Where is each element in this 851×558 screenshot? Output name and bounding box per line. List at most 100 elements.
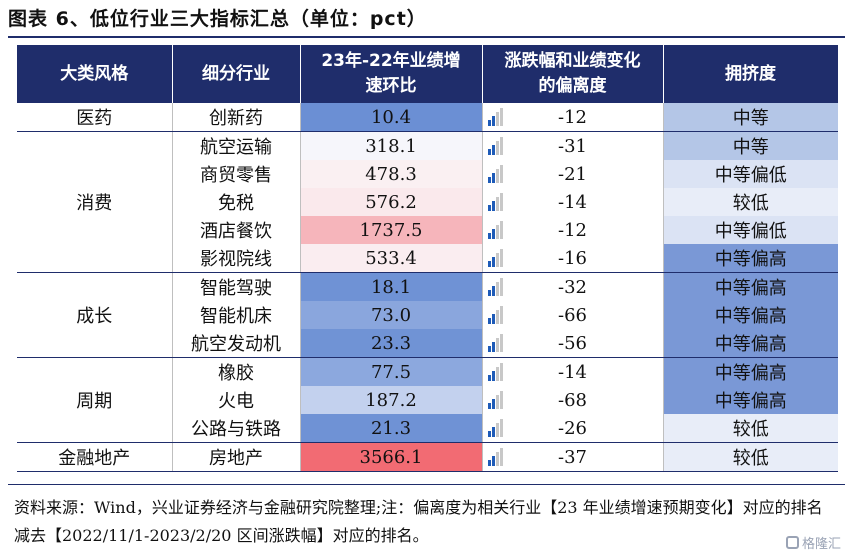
crowding-cell: 中等偏低 <box>663 160 838 188</box>
signal-bars-icon <box>485 137 507 155</box>
signal-bars-icon <box>485 363 507 381</box>
growth-cell: 18.1 <box>300 272 483 301</box>
table-row: 免税 576.2 -14 较低 <box>17 188 838 216</box>
crowding-cell: 中等偏高 <box>663 272 838 301</box>
title-rule <box>8 36 845 38</box>
crowding-cell: 中等偏高 <box>663 244 838 273</box>
watermark: 格隆汇 <box>785 533 841 552</box>
header-crowding: 拥挤度 <box>663 45 839 103</box>
signal-bars-icon <box>485 419 507 437</box>
growth-cell: 533.4 <box>300 244 483 273</box>
industry-cell: 酒店餐饮 <box>172 216 301 244</box>
industry-cell: 免税 <box>172 188 301 216</box>
table-body: 医药 创新药 10.4 -12 中等 消费 航空运输 318.1 -31 中等 商贸零售 478.3-… <box>17 103 838 472</box>
industry-cell: 影视院线 <box>172 244 301 273</box>
crowding-cell: 中等偏低 <box>663 216 838 244</box>
crowding-cell: 中等偏高 <box>663 386 838 414</box>
deviation-cell: -68 <box>482 386 664 414</box>
deviation-cell: -21 <box>482 160 664 188</box>
deviation-value: -37 <box>558 446 587 468</box>
growth-cell: 10.4 <box>300 103 483 132</box>
growth-cell: 3566.1 <box>300 442 483 472</box>
growth-cell: 478.3 <box>300 160 483 188</box>
deviation-cell: -16 <box>482 244 664 273</box>
deviation-cell: -12 <box>482 103 664 132</box>
deviation-cell: -66 <box>482 301 664 329</box>
signal-bars-icon <box>485 165 507 183</box>
deviation-value: -32 <box>558 276 587 298</box>
crowding-cell: 中等偏高 <box>663 357 838 386</box>
header-industry: 细分行业 <box>172 45 301 103</box>
category-cell: 周期 <box>17 357 173 443</box>
category-cell: 消费 <box>17 131 173 273</box>
deviation-value: -16 <box>558 247 587 269</box>
industry-cell: 航空发动机 <box>172 329 301 358</box>
industry-cell: 橡胶 <box>172 357 301 386</box>
watermark-text: 格隆汇 <box>801 537 841 552</box>
industry-cell: 智能机床 <box>172 301 301 329</box>
table-row: 金融地产 房地产 3566.1 -37 较低 <box>17 442 838 472</box>
category-cell: 医药 <box>17 103 173 132</box>
deviation-value: -68 <box>558 389 587 411</box>
industry-cell: 火电 <box>172 386 301 414</box>
header-growth: 23年-22年业绩增速环比 <box>300 45 483 103</box>
deviation-value: -12 <box>558 106 587 128</box>
crowding-cell: 较低 <box>663 188 838 216</box>
signal-bars-icon <box>485 249 507 267</box>
industry-cell: 商贸零售 <box>172 160 301 188</box>
signal-bars-icon <box>485 448 507 466</box>
crowding-cell: 中等偏高 <box>663 301 838 329</box>
header-deviation: 涨跌幅和业绩变化的偏离度 <box>482 45 664 103</box>
crowding-cell: 中等偏高 <box>663 329 838 358</box>
table-row: 周期 橡胶 77.5 -14 中等偏高 <box>17 357 838 443</box>
table-row: 成长 智能驾驶 18.1 -32 中等偏高 <box>17 272 838 358</box>
category-cell: 成长 <box>17 272 173 358</box>
crowding-cell: 中等 <box>663 103 838 132</box>
deviation-cell: -14 <box>482 188 664 216</box>
signal-bars-icon <box>485 193 507 211</box>
growth-cell: 23.3 <box>300 329 483 358</box>
deviation-value: -14 <box>558 361 587 383</box>
table-row: 医药 创新药 10.4 -12 中等 <box>17 103 838 132</box>
signal-bars-icon <box>485 306 507 324</box>
growth-cell: 77.5 <box>300 357 483 386</box>
growth-cell: 576.2 <box>300 188 483 216</box>
industry-cell: 智能驾驶 <box>172 272 301 301</box>
growth-cell: 187.2 <box>300 386 483 414</box>
signal-bars-icon <box>485 221 507 239</box>
growth-cell: 318.1 <box>300 131 483 160</box>
deviation-value: -12 <box>558 219 587 241</box>
deviation-value: -21 <box>558 163 587 185</box>
deviation-cell: -14 <box>482 357 664 386</box>
figure-title: 图表 6、低位行业三大指标汇总（单位：pct） <box>8 8 427 30</box>
deviation-cell: -26 <box>482 414 664 443</box>
signal-bars-icon <box>485 391 507 409</box>
deviation-cell: -12 <box>482 216 664 244</box>
growth-cell: 21.3 <box>300 414 483 443</box>
table-row: 公路与铁路 21.3 -26 较低 <box>17 414 838 443</box>
signal-bars-icon <box>485 108 507 126</box>
bottom-rule <box>8 484 845 485</box>
deviation-value: -31 <box>558 135 587 157</box>
deviation-cell: -31 <box>482 131 664 160</box>
deviation-value: -56 <box>558 332 587 354</box>
deviation-cell: -56 <box>482 329 664 358</box>
table-row: 消费 航空运输 318.1 -31 中等 <box>17 131 838 273</box>
header-category: 大类风格 <box>17 45 173 103</box>
industry-cell: 航空运输 <box>172 131 301 160</box>
deviation-value: -26 <box>558 417 587 439</box>
crowding-cell: 较低 <box>663 442 838 472</box>
table-row: 航空发动机 23.3 -56 中等偏高 <box>17 329 838 358</box>
growth-cell: 73.0 <box>300 301 483 329</box>
deviation-value: -66 <box>558 304 587 326</box>
category-cell: 金融地产 <box>17 442 173 472</box>
table-row: 影视院线 533.4 -16 中等偏高 <box>17 244 838 273</box>
deviation-cell: -32 <box>482 272 664 301</box>
table-row: 火电 187.2 -68 中等偏高 <box>17 386 838 414</box>
signal-bars-icon <box>485 334 507 352</box>
table-header-row: 大类风格 细分行业 23年-22年业绩增速环比 涨跌幅和业绩变化的偏离度 拥挤度 <box>17 45 839 103</box>
indicator-table: 大类风格 细分行业 23年-22年业绩增速环比 涨跌幅和业绩变化的偏离度 拥挤度… <box>17 45 839 472</box>
watermark-logo-icon <box>785 536 799 549</box>
deviation-value: -14 <box>558 191 587 213</box>
crowding-cell: 较低 <box>663 414 838 443</box>
